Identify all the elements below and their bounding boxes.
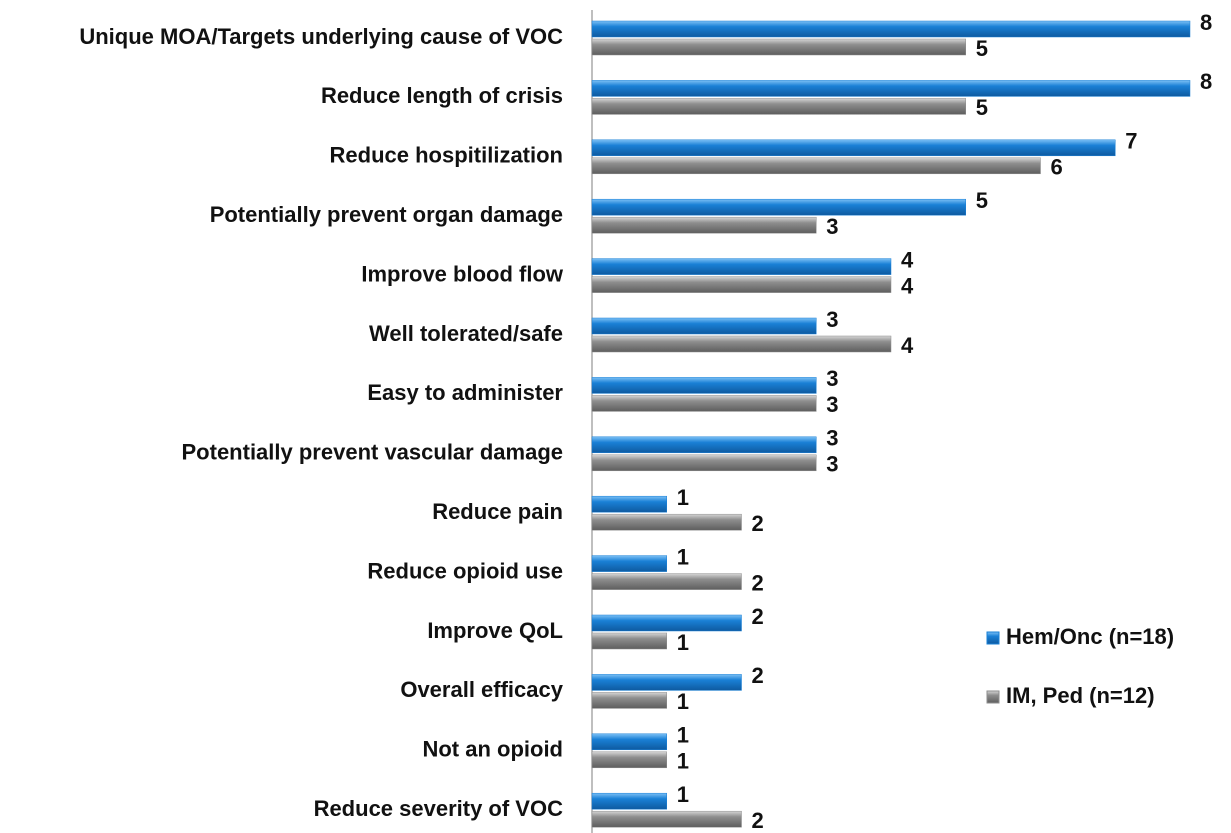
- value-label: 3: [826, 392, 838, 417]
- bar: [591, 139, 1116, 157]
- value-label: 4: [901, 273, 914, 298]
- bar: [591, 555, 667, 572]
- value-label: 1: [677, 749, 689, 774]
- category-label: Unique MOA/Targets underlying cause of V…: [79, 24, 563, 49]
- value-label: 2: [752, 511, 764, 536]
- category-label: Not an opioid: [422, 737, 563, 762]
- value-label: 2: [752, 570, 764, 595]
- legend-label: Hem/Onc (n=18): [1006, 624, 1174, 649]
- value-label: 3: [826, 366, 838, 391]
- bar: [591, 733, 667, 751]
- bar: [591, 216, 817, 234]
- value-label: 1: [677, 782, 689, 807]
- value-label: 3: [826, 307, 838, 332]
- value-label: 5: [976, 188, 988, 213]
- value-label: 6: [1051, 155, 1063, 180]
- bar: [591, 335, 892, 353]
- bar: [591, 573, 742, 590]
- bar: [591, 38, 966, 56]
- value-label: 1: [677, 544, 689, 569]
- value-label: 8: [1200, 10, 1212, 35]
- value-label: 1: [677, 689, 689, 714]
- value-label: 5: [976, 36, 988, 61]
- value-label: 1: [677, 723, 689, 748]
- category-label: Reduce length of crisis: [321, 83, 563, 108]
- bar: [591, 614, 742, 632]
- value-label: 3: [826, 426, 838, 451]
- bar: [591, 792, 667, 810]
- bar: [591, 20, 1191, 38]
- category-label: Improve blood flow: [361, 261, 564, 286]
- bar: [591, 454, 817, 472]
- bar: [591, 395, 817, 412]
- legend-swatch: [986, 631, 1000, 645]
- category-label: Potentially prevent vascular damage: [182, 440, 564, 465]
- bar: [591, 436, 817, 454]
- legend-swatch: [986, 690, 1000, 704]
- value-label: 3: [826, 214, 838, 239]
- bar: [591, 513, 742, 531]
- legend-label: IM, Ped (n=12): [1006, 683, 1155, 708]
- value-label: 2: [752, 663, 764, 688]
- bar: [591, 377, 817, 394]
- bar: [591, 317, 817, 335]
- category-label: Improve QoL: [427, 618, 563, 643]
- value-label: 1: [677, 630, 689, 655]
- value-label: 1: [677, 485, 689, 510]
- bar: [591, 276, 892, 293]
- value-label: 4: [901, 247, 914, 272]
- bar: [591, 157, 1041, 175]
- bar: [591, 751, 667, 769]
- value-label: 4: [901, 333, 914, 358]
- bar: [591, 810, 742, 828]
- bar: [591, 495, 667, 513]
- category-label: Reduce opioid use: [367, 558, 563, 583]
- bar: [591, 98, 966, 115]
- category-label: Potentially prevent organ damage: [210, 202, 563, 227]
- bar: [591, 198, 966, 216]
- bar: [591, 80, 1191, 97]
- bar: [591, 632, 667, 650]
- value-label: 5: [976, 95, 988, 120]
- value-label: 7: [1125, 129, 1137, 154]
- bar: [591, 258, 892, 275]
- value-label: 2: [752, 604, 764, 629]
- value-label: 8: [1200, 69, 1212, 94]
- category-label: Overall efficacy: [400, 677, 563, 702]
- bar: [591, 674, 742, 691]
- value-label: 3: [826, 452, 838, 477]
- category-label: Easy to administer: [367, 380, 563, 405]
- bar: [591, 692, 667, 709]
- value-label: 2: [752, 808, 764, 833]
- category-label: Well tolerated/safe: [369, 321, 563, 346]
- category-label: Reduce hospitilization: [330, 143, 563, 168]
- category-label: Reduce severity of VOC: [314, 796, 564, 821]
- category-label: Reduce pain: [432, 499, 563, 524]
